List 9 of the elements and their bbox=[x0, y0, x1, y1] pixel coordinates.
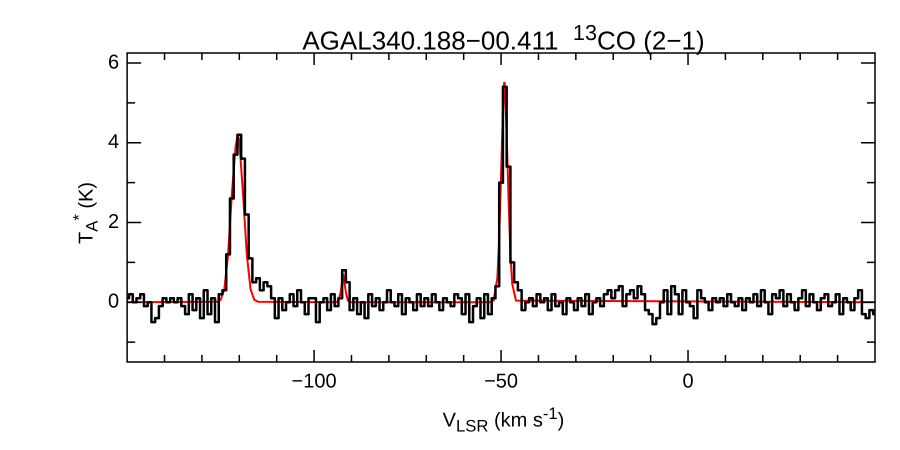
x-tick-label: 0 bbox=[682, 370, 694, 393]
x-tick-label: −50 bbox=[484, 370, 518, 393]
y-tick-label: 2 bbox=[108, 210, 120, 233]
x-tick-label: −100 bbox=[292, 370, 337, 393]
chart-title: AGAL340.188−00.411 $^{13}$CO (2−1) bbox=[301, 19, 706, 56]
x-axis-title: V$_{LSR}$ (km s$^{-1}$) bbox=[442, 404, 566, 437]
y-tick-label: 6 bbox=[108, 51, 120, 74]
y-tick-label: 4 bbox=[108, 131, 120, 154]
y-tick-label: 0 bbox=[108, 290, 120, 313]
